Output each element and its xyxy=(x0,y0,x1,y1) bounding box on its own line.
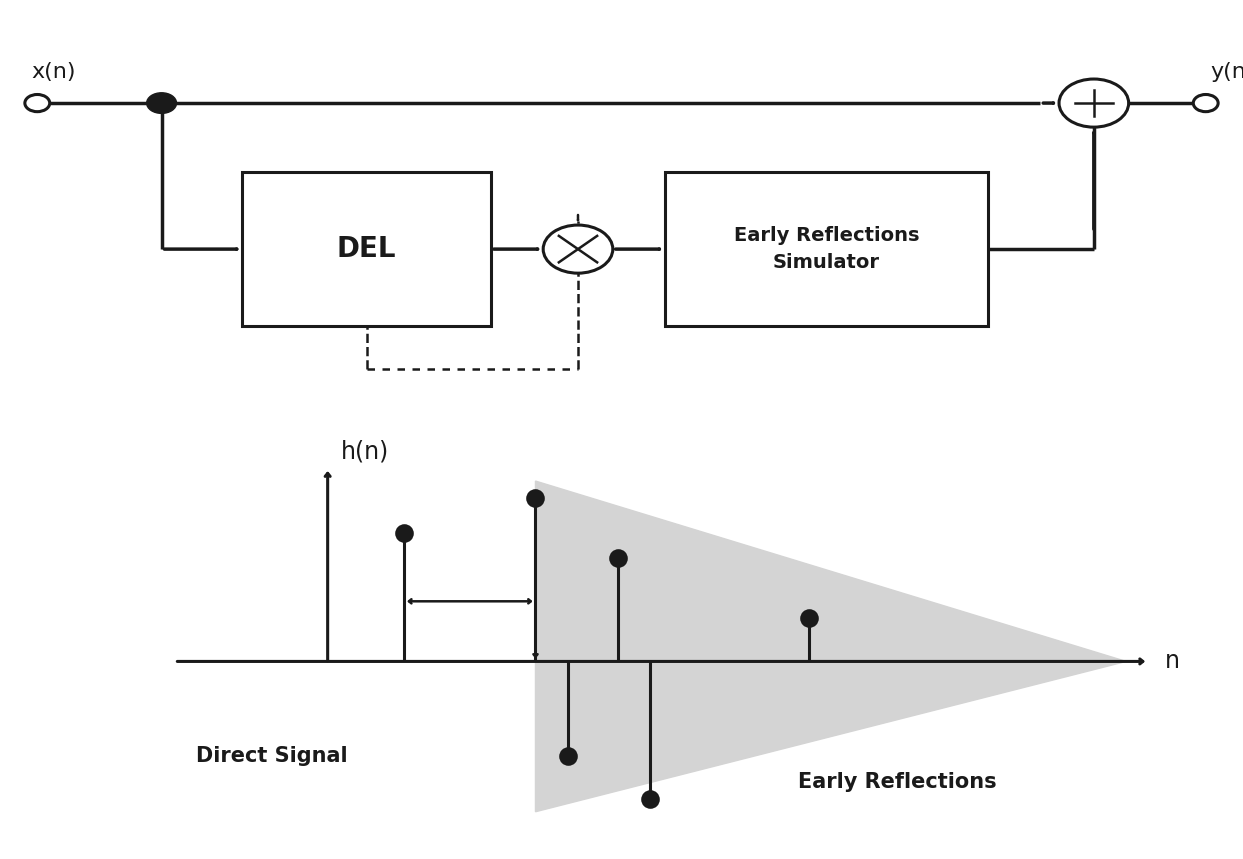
Point xyxy=(526,491,546,505)
Text: x(n): x(n) xyxy=(31,62,76,82)
Circle shape xyxy=(1059,79,1129,127)
Point xyxy=(608,551,628,565)
Text: Early Reflections: Early Reflections xyxy=(798,771,997,792)
Point xyxy=(558,749,578,763)
Bar xyxy=(242,172,491,326)
Point xyxy=(394,526,414,539)
Text: y(n): y(n) xyxy=(1211,62,1243,82)
Circle shape xyxy=(543,225,613,273)
Point xyxy=(799,612,819,625)
Text: Early Reflections
Simulator: Early Reflections Simulator xyxy=(733,227,920,271)
Text: DEL: DEL xyxy=(337,235,397,263)
Bar xyxy=(665,172,988,326)
Circle shape xyxy=(147,93,177,113)
Text: Direct Signal: Direct Signal xyxy=(196,746,348,766)
Text: h(n): h(n) xyxy=(341,440,389,464)
Point xyxy=(640,792,660,806)
Polygon shape xyxy=(536,481,1126,812)
Text: n: n xyxy=(1165,649,1180,673)
